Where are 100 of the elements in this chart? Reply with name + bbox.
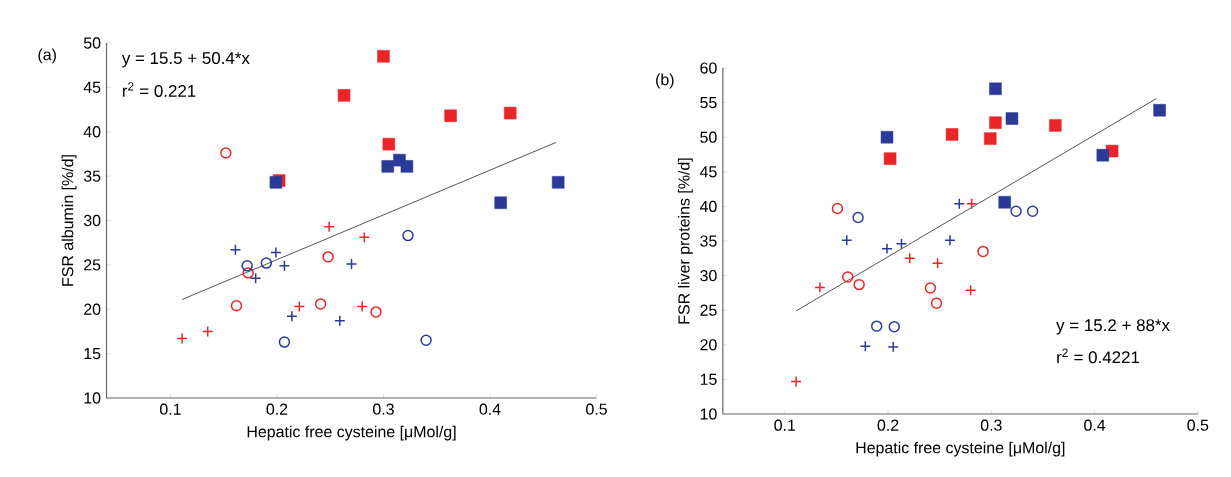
- point: [814, 281, 826, 294]
- point: [1010, 205, 1022, 217]
- point: [314, 298, 327, 310]
- y-tick-label: 10: [84, 392, 101, 404]
- text: (a): [38, 48, 56, 64]
- point: [984, 132, 997, 145]
- point: [924, 282, 937, 294]
- point: [989, 82, 1002, 96]
- point: [1049, 119, 1062, 132]
- point: [965, 197, 978, 210]
- text: (b): [656, 73, 674, 89]
- point: [842, 271, 854, 283]
- point: [931, 257, 944, 269]
- y-tick-label: 15: [700, 373, 717, 385]
- y-tick-label: 20: [84, 303, 101, 315]
- y-tick-label: 20: [700, 339, 717, 351]
- point: [852, 211, 864, 224]
- y-tick-label: 30: [83, 214, 101, 227]
- point: [989, 116, 1002, 129]
- point: [358, 231, 371, 244]
- point: [1153, 104, 1166, 117]
- y-tick-label: 35: [83, 170, 101, 182]
- point: [260, 257, 273, 269]
- y-axis-title: FSR liver proteins [%/d]: [677, 158, 693, 324]
- point: [853, 278, 865, 291]
- point: [270, 246, 282, 259]
- point: [220, 147, 232, 159]
- x-tick-label: 0.3: [980, 419, 1002, 431]
- point: [444, 109, 457, 122]
- point: [278, 260, 291, 272]
- point: [400, 160, 414, 173]
- x-tick-label: 0.1: [774, 419, 796, 431]
- y-tick-label: 35: [700, 235, 717, 247]
- annotation: r$^{2}$ = 0.4221: [1057, 348, 1140, 364]
- point: [1096, 148, 1110, 162]
- point: [322, 251, 334, 263]
- point: [551, 176, 565, 189]
- point: [249, 272, 262, 284]
- point: [883, 152, 897, 165]
- y-tick-label: 30: [700, 269, 717, 282]
- annotation: r$^{2}$ = 0.221: [122, 82, 196, 97]
- point: [356, 300, 368, 313]
- point: [870, 320, 883, 332]
- x-tick-label: 0.4: [1084, 419, 1106, 431]
- point: [859, 340, 872, 352]
- point: [420, 334, 432, 347]
- point: [1026, 205, 1039, 217]
- point: [377, 50, 390, 63]
- annotation: y = 15.2 + 88*x: [1056, 319, 1170, 335]
- point: [230, 299, 243, 312]
- y-tick-label: 40: [699, 200, 717, 213]
- point: [382, 137, 396, 151]
- x-tick-label: 0.3: [373, 403, 394, 415]
- point: [370, 306, 382, 318]
- y-axis-title: FSR albumin [%/d]: [61, 155, 77, 286]
- point: [953, 197, 966, 210]
- point: [895, 238, 908, 250]
- point: [229, 244, 242, 256]
- y-tick-label: 60: [700, 62, 717, 74]
- x-tick-label: 0.2: [877, 419, 899, 431]
- y-tick-label: 10: [700, 408, 717, 420]
- y-tick-label: 50: [700, 131, 717, 143]
- point: [293, 300, 306, 313]
- x-tick-label: 0.5: [1187, 419, 1209, 431]
- point: [888, 321, 900, 333]
- annotation: y = 15.5 + 50.4*x: [121, 52, 250, 68]
- point: [880, 130, 894, 144]
- point: [402, 229, 414, 242]
- point: [242, 267, 254, 279]
- y-tick-label: 55: [700, 97, 717, 109]
- point: [790, 375, 802, 388]
- x-tick-label: 0.4: [479, 403, 501, 415]
- x-tick-label: 0.1: [159, 403, 181, 415]
- y-tick-label: 25: [700, 304, 717, 316]
- point: [241, 260, 253, 272]
- point: [278, 336, 291, 348]
- point: [345, 258, 358, 270]
- y-tick-label: 50: [83, 37, 101, 49]
- point: [998, 196, 1011, 209]
- x-axis-title: Hepatic free cysteine [μMol/g]: [247, 425, 456, 441]
- point: [381, 160, 394, 173]
- point: [831, 202, 844, 215]
- point: [504, 106, 517, 120]
- y-tick-label: 45: [699, 166, 717, 178]
- point: [945, 128, 959, 141]
- point: [494, 196, 507, 209]
- point: [930, 297, 943, 310]
- point: [964, 284, 977, 296]
- x-tick-label: 0.2: [266, 403, 288, 415]
- y-tick-label: 40: [83, 126, 101, 138]
- point: [201, 325, 214, 338]
- point: [337, 89, 351, 102]
- x-axis-title: Hepatic free cysteine [μMol/g]: [856, 441, 1065, 457]
- y-tick-label: 25: [84, 259, 101, 271]
- x-tick-label: 0.5: [586, 403, 607, 415]
- point: [1005, 112, 1019, 125]
- point: [977, 245, 989, 258]
- y-tick-label: 45: [83, 81, 101, 93]
- y-tick-label: 15: [84, 348, 101, 360]
- point: [176, 332, 188, 345]
